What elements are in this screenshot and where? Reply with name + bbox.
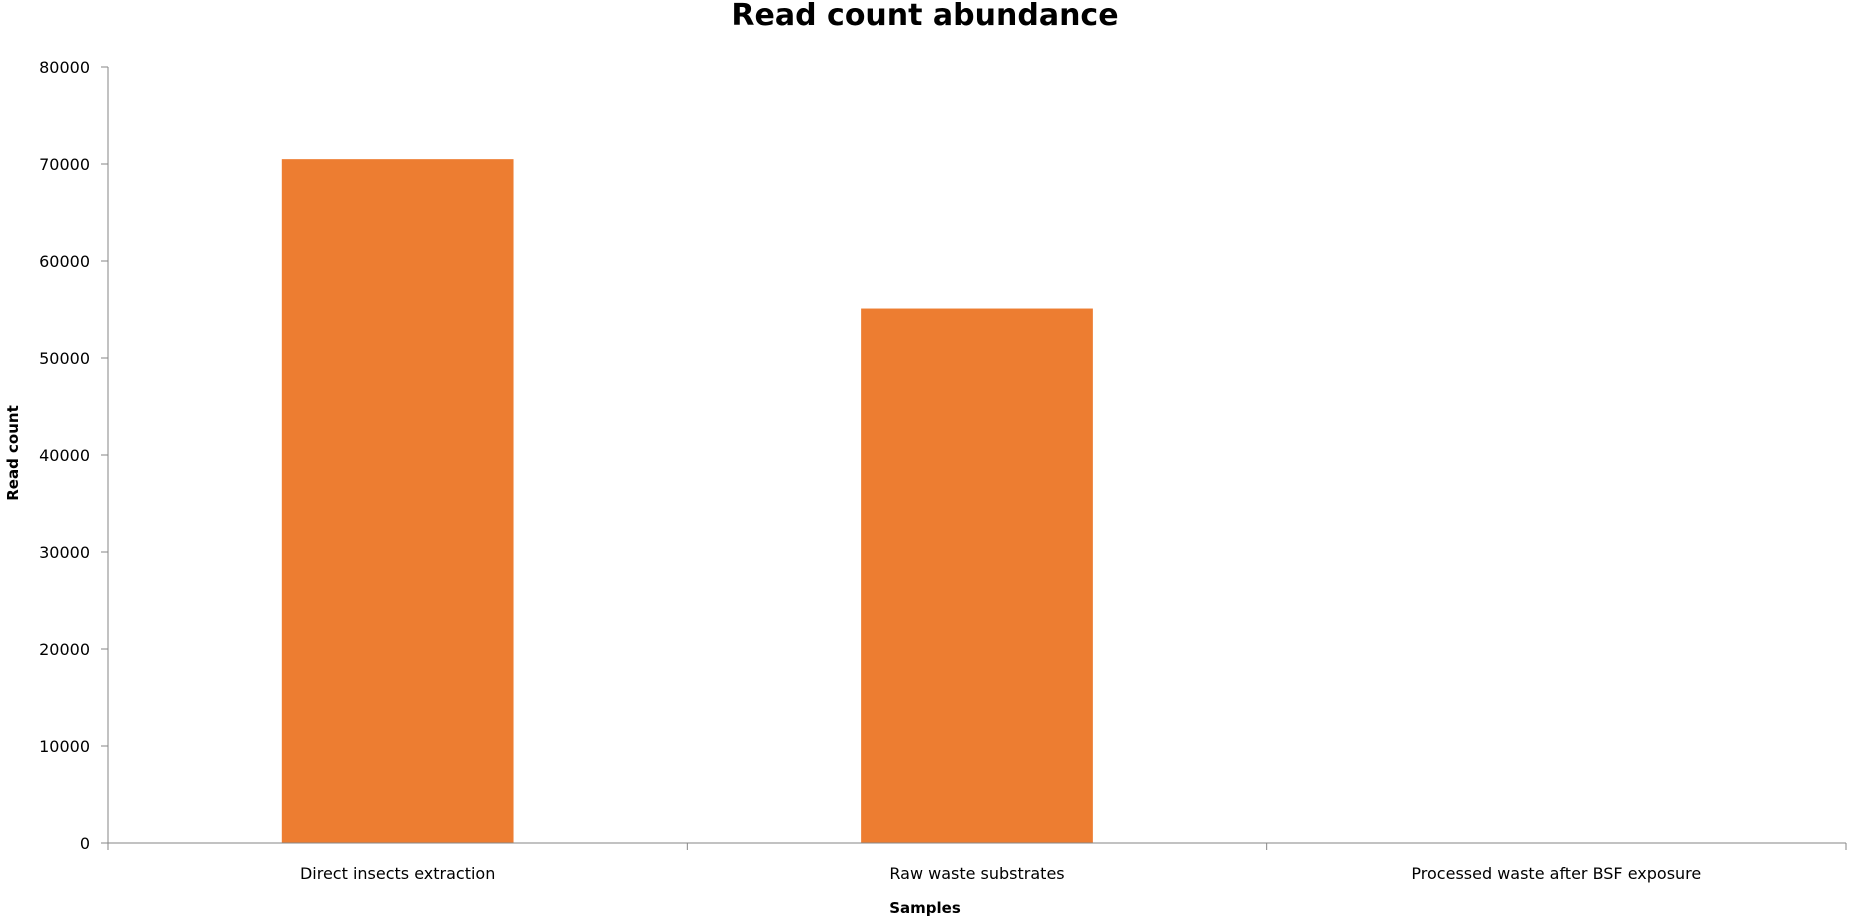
y-tick-label: 40000 xyxy=(39,446,90,465)
x-axis-ticks: Direct insects extraction Raw waste subst… xyxy=(107,843,1847,883)
y-tick-label: 30000 xyxy=(39,543,90,562)
y-tick-label: 10000 xyxy=(39,737,90,756)
bar xyxy=(281,159,514,843)
y-tick-label: 50000 xyxy=(39,349,90,368)
plot-area: 0 10000 20000 30000 40000 50000 60000 70000 8000… xyxy=(39,58,1847,883)
bars xyxy=(281,159,1093,843)
y-tick-label: 80000 xyxy=(39,58,90,77)
x-tick-label: Raw waste substrates xyxy=(889,864,1064,883)
y-tick-label: 70000 xyxy=(39,155,90,174)
y-axis-title: Read count xyxy=(4,405,22,501)
x-tick-label: Processed waste after BSF exposure xyxy=(1411,864,1701,883)
bar xyxy=(861,308,1093,843)
x-tick-label: Direct insects extraction xyxy=(300,864,495,883)
y-tick-label: 20000 xyxy=(39,640,90,659)
y-tick-label: 60000 xyxy=(39,252,90,271)
chart-title: Read count abundance xyxy=(731,0,1118,33)
y-tick-label: 0 xyxy=(80,834,90,853)
y-axis-ticks: 0 10000 20000 30000 40000 50000 60000 70000 8000… xyxy=(39,58,108,853)
x-axis-title: Samples xyxy=(889,899,961,917)
